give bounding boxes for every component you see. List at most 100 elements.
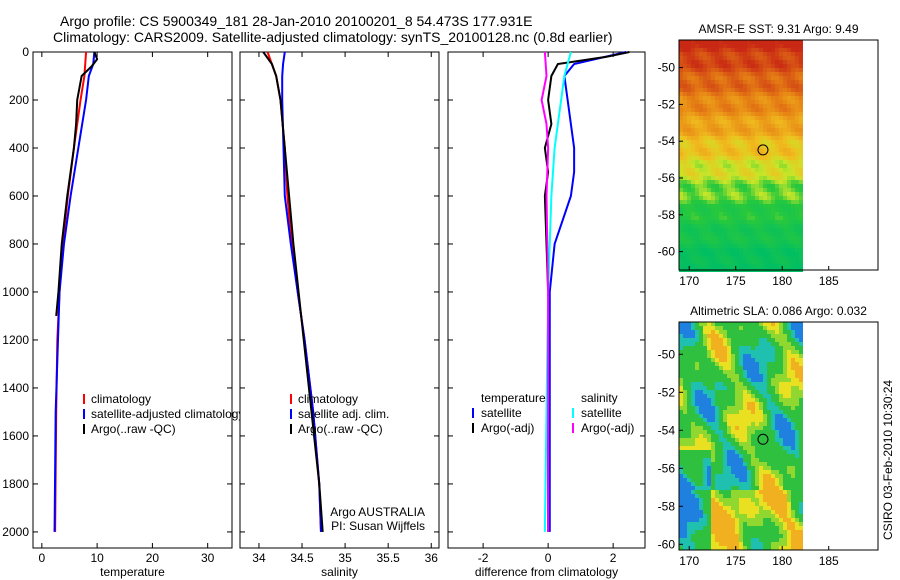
map-cell xyxy=(795,256,799,260)
map-cell xyxy=(715,108,719,112)
map-cell xyxy=(727,184,731,188)
map-cell xyxy=(695,494,699,498)
map-cell xyxy=(727,156,731,160)
map-cell xyxy=(743,264,747,268)
map-cell xyxy=(775,386,779,390)
map-cell xyxy=(783,482,787,486)
map-cell xyxy=(751,506,755,510)
map-cell xyxy=(743,44,747,48)
map-cell xyxy=(699,406,703,410)
map-cell xyxy=(795,64,799,68)
map-cell xyxy=(703,76,707,80)
map-cell xyxy=(775,462,779,466)
map-cell xyxy=(799,48,803,52)
map-cell xyxy=(739,330,743,334)
map-cell xyxy=(703,88,707,92)
map-cell xyxy=(695,180,699,184)
map-cell xyxy=(743,220,747,224)
map-cell xyxy=(763,100,767,104)
map-cell xyxy=(747,510,751,514)
map-cell xyxy=(683,136,687,140)
map-cell xyxy=(783,514,787,518)
map-cell xyxy=(707,100,711,104)
map-cell xyxy=(739,136,743,140)
map-cell xyxy=(711,330,715,334)
map-cell xyxy=(759,342,763,346)
map-cell xyxy=(775,370,779,374)
map-cell xyxy=(755,338,759,342)
map-cell xyxy=(763,184,767,188)
map-cell xyxy=(743,438,747,442)
map-cell xyxy=(767,330,771,334)
map-cell xyxy=(707,220,711,224)
map-cell xyxy=(747,406,751,410)
map-cell xyxy=(711,112,715,116)
map-cell xyxy=(711,486,715,490)
map-cell xyxy=(751,204,755,208)
map-cell xyxy=(751,212,755,216)
series-line-temperature-argo-adj- xyxy=(543,51,630,532)
map-cell xyxy=(791,486,795,490)
map-cell xyxy=(699,124,703,128)
map-cell xyxy=(739,100,743,104)
map-cell xyxy=(719,434,723,438)
map-cell xyxy=(743,168,747,172)
map-cell xyxy=(687,184,691,188)
map-cell xyxy=(739,446,743,450)
map-cell xyxy=(747,534,751,538)
map-cell xyxy=(787,346,791,350)
map-cell xyxy=(767,256,771,260)
map-cell xyxy=(771,88,775,92)
map-cell xyxy=(687,136,691,140)
map-cell xyxy=(727,60,731,64)
map-cell xyxy=(755,128,759,132)
map-cell xyxy=(715,152,719,156)
map-cell xyxy=(715,72,719,76)
map-cell xyxy=(787,438,791,442)
map-cell xyxy=(683,506,687,510)
map-cell xyxy=(707,466,711,470)
map-cell xyxy=(787,84,791,88)
map-cell xyxy=(759,160,763,164)
map-cell xyxy=(751,534,755,538)
map-cell xyxy=(715,104,719,108)
map-cell xyxy=(775,446,779,450)
map-cell xyxy=(723,486,727,490)
map-cell xyxy=(695,526,699,530)
map-cell xyxy=(679,350,683,354)
map-cell xyxy=(687,188,691,192)
map-cell xyxy=(783,160,787,164)
map-cell xyxy=(707,382,711,386)
map-cell xyxy=(751,64,755,68)
map-cell xyxy=(767,446,771,450)
map-cell xyxy=(695,144,699,148)
map-cell xyxy=(707,216,711,220)
map-cell xyxy=(727,394,731,398)
map-cell xyxy=(787,204,791,208)
map-cell xyxy=(767,510,771,514)
map-cell xyxy=(759,120,763,124)
map-cell xyxy=(755,52,759,56)
map-cell xyxy=(791,204,795,208)
map-cell xyxy=(683,422,687,426)
map-cell xyxy=(711,168,715,172)
map-cell xyxy=(783,426,787,430)
map-cell xyxy=(759,68,763,72)
map-cell xyxy=(747,462,751,466)
map-cell xyxy=(743,104,747,108)
map-cell xyxy=(711,390,715,394)
map-cell xyxy=(727,148,731,152)
map-cell xyxy=(699,446,703,450)
map-cell xyxy=(771,40,775,44)
map-cell xyxy=(703,546,707,550)
map-cell xyxy=(787,244,791,248)
map-cell xyxy=(747,168,751,172)
map-cell xyxy=(779,72,783,76)
map-cell xyxy=(743,366,747,370)
map-cell xyxy=(767,354,771,358)
map-cell xyxy=(783,48,787,52)
map-cell xyxy=(687,522,691,526)
map-cell xyxy=(755,180,759,184)
map-cell xyxy=(727,338,731,342)
map-cell xyxy=(703,494,707,498)
